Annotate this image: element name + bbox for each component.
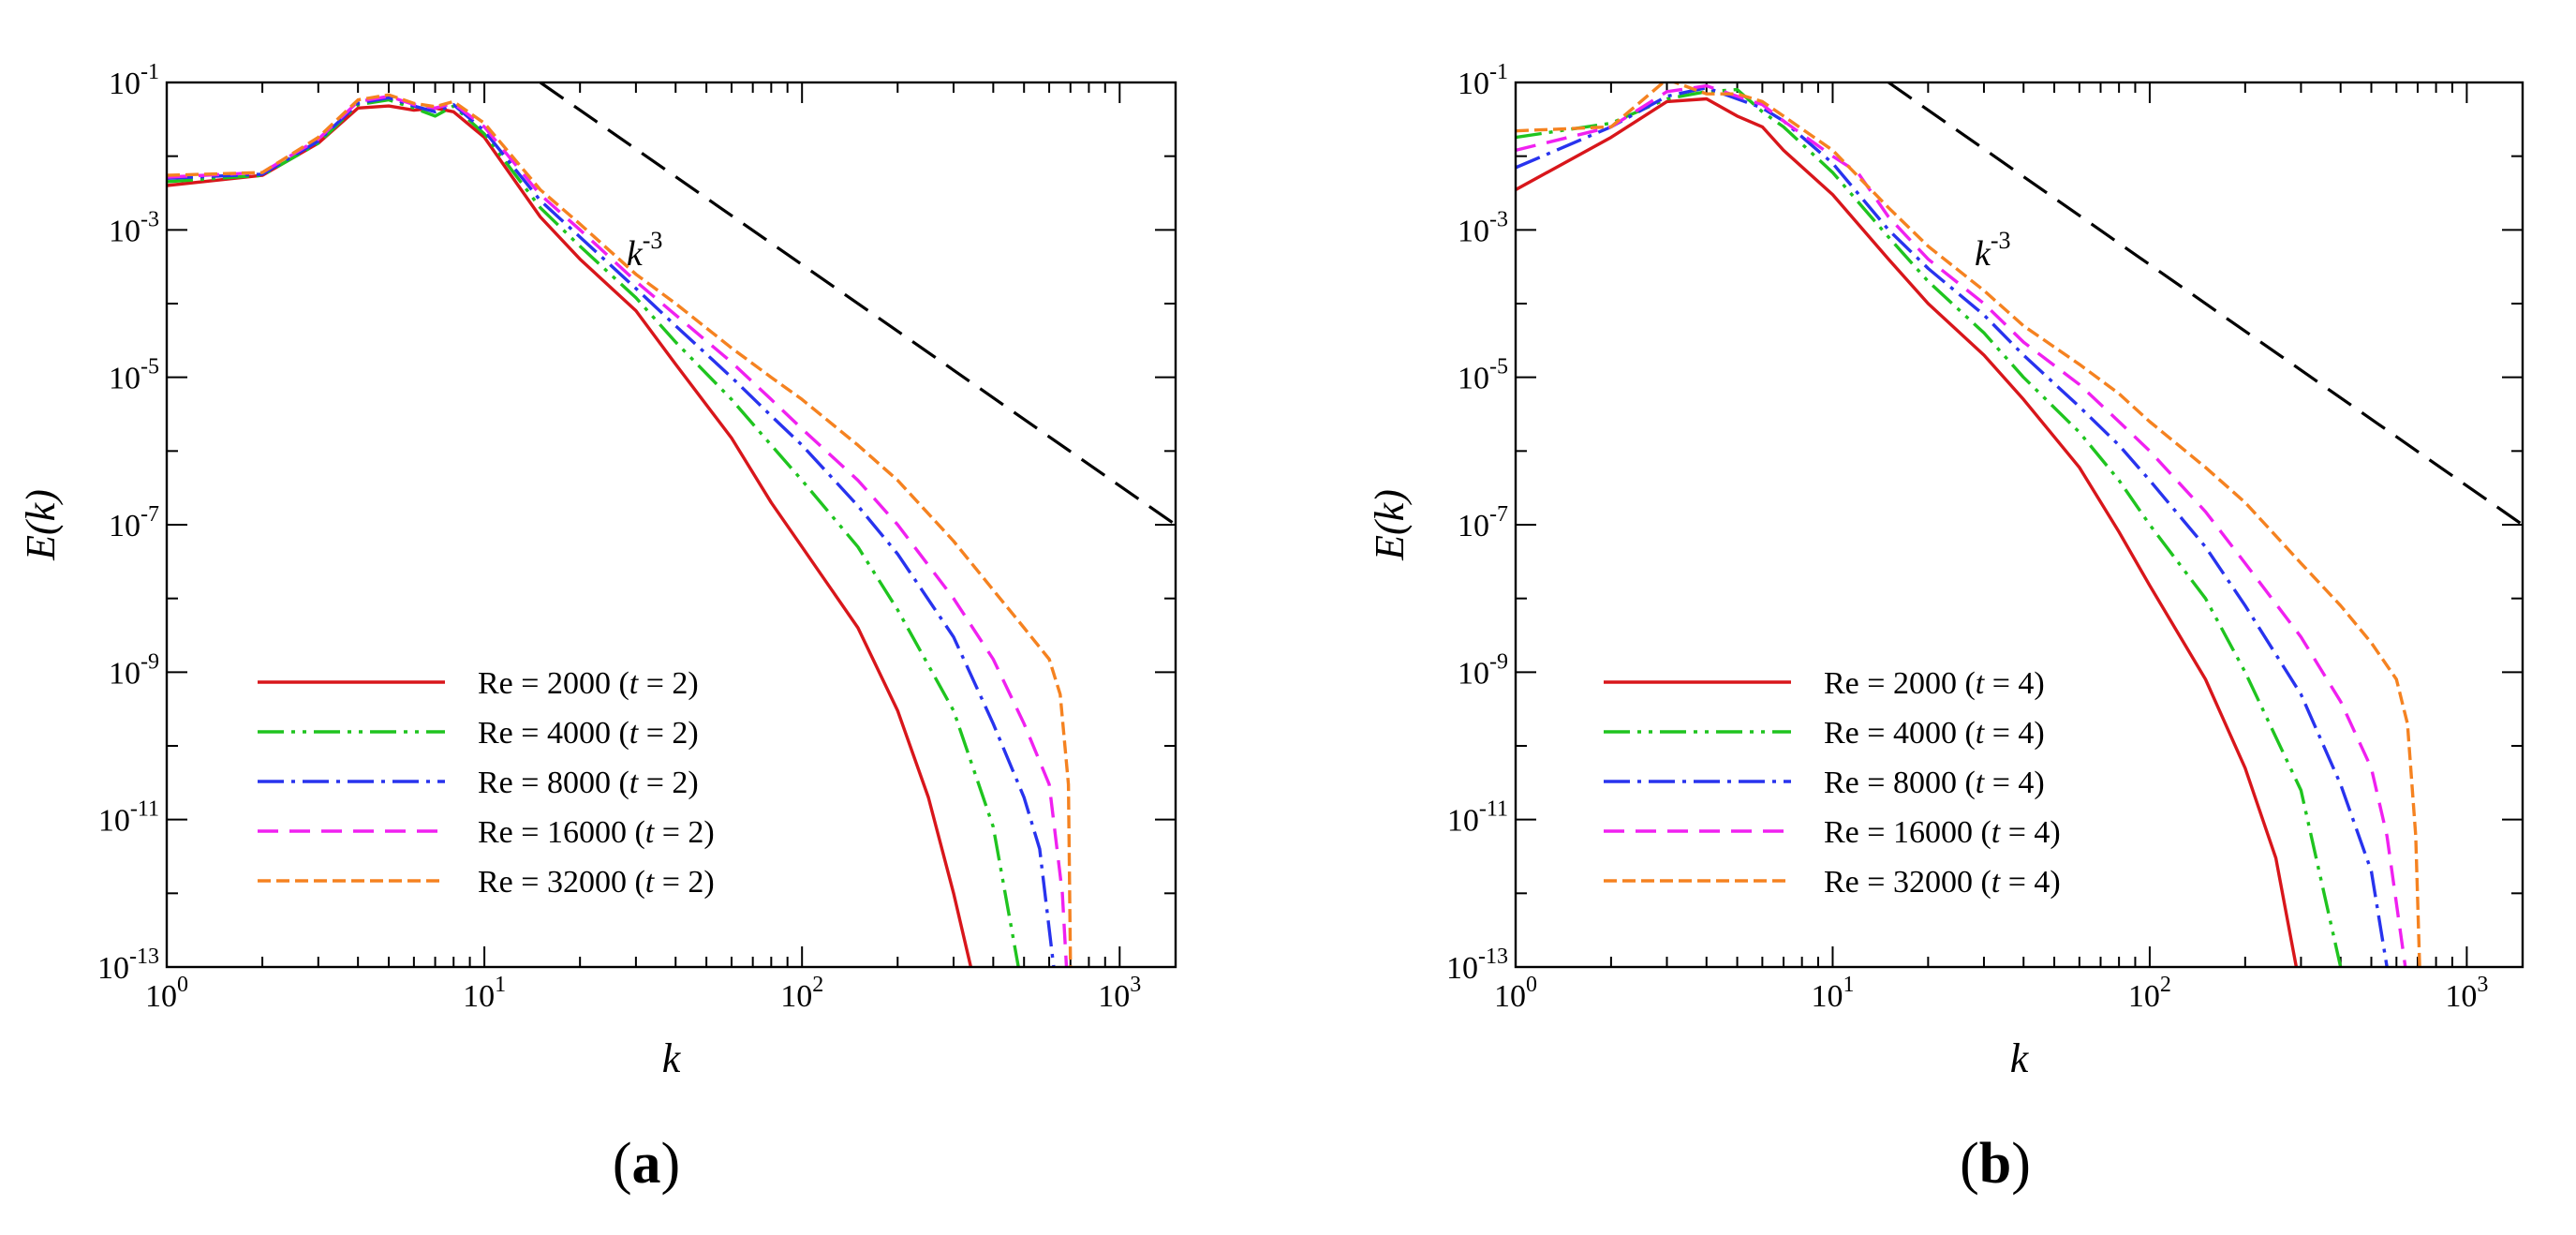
y-tick-label: 10-11 xyxy=(98,797,159,839)
reference-slope-label: k-3 xyxy=(1975,227,2011,274)
y-tick-label: 10-3 xyxy=(109,207,159,248)
y-tick-label: 10-13 xyxy=(97,945,159,986)
plot-frame xyxy=(165,81,1177,969)
legend-label: Re = 16000 (t = 4) xyxy=(1824,815,2061,850)
x-tick-label: 100 xyxy=(1494,973,1537,1014)
panel-label: (a) xyxy=(613,1132,680,1196)
series-line-5 xyxy=(1516,82,2421,967)
y-tick-label: 10-13 xyxy=(1446,945,1508,986)
x-axis-title: k xyxy=(2010,1035,2030,1081)
y-tick-label: 10-7 xyxy=(109,502,159,543)
series-group xyxy=(167,93,1073,967)
x-tick-label: 101 xyxy=(463,973,506,1014)
x-axis-title: k xyxy=(662,1035,682,1081)
legend-label: Re = 16000 (t = 2) xyxy=(478,815,715,850)
y-tick-label: 10-11 xyxy=(1447,797,1508,839)
legend-label: Re = 32000 (t = 2) xyxy=(478,865,715,900)
series-group xyxy=(1516,82,2421,967)
y-tick-label: 10-3 xyxy=(1458,207,1508,248)
legend-label: Re = 4000 (t = 2) xyxy=(478,716,699,751)
chart-panel-a: k-3 100 101 102 103 10-1 10-3 10-5 10-7 10-9 10-11… xyxy=(18,60,1177,1196)
reference-slope-label: k-3 xyxy=(627,227,663,274)
legend-label: Re = 2000 (t = 4) xyxy=(1824,666,2045,701)
x-tick-label: 101 xyxy=(1811,973,1854,1014)
y-axis-title: E(k) xyxy=(1367,489,1413,561)
x-tick-label: 103 xyxy=(1098,973,1141,1014)
y-tick-label: 10-9 xyxy=(1458,649,1508,691)
legend-label: Re = 8000 (t = 2) xyxy=(478,766,699,800)
y-tick-label: 10-1 xyxy=(1458,60,1508,101)
plot-frame xyxy=(1514,81,2524,969)
y-tick-label: 10-7 xyxy=(1458,502,1508,543)
legend-label: Re = 2000 (t = 2) xyxy=(478,666,699,701)
legend-label: Re = 4000 (t = 4) xyxy=(1824,716,2045,751)
reference-slope-line xyxy=(539,82,1176,527)
legend: Re = 2000 (t = 4) Re = 4000 (t = 4) Re = 8… xyxy=(1604,666,2061,900)
axis-ticks xyxy=(166,82,1176,968)
x-tick-label: 103 xyxy=(2445,973,2488,1014)
chart-panel-b: k-3 100 101 102 103 10-1 10-3 10-5 10-7 10-9 10-11… xyxy=(1367,60,2524,1196)
y-tick-label: 10-5 xyxy=(109,355,159,396)
legend-label: Re = 32000 (t = 4) xyxy=(1824,865,2061,900)
panel-label: (b) xyxy=(1960,1132,2031,1196)
x-tick-label: 100 xyxy=(145,973,188,1014)
reference-slope-line xyxy=(1888,82,2523,527)
x-tick-label: 102 xyxy=(780,973,823,1014)
legend: Re = 2000 (t = 2) Re = 4000 (t = 2) Re = 8… xyxy=(258,666,715,900)
series-line-2 xyxy=(1516,87,2343,967)
y-tick-label: 10-5 xyxy=(1458,355,1508,396)
y-tick-label: 10-1 xyxy=(109,60,159,101)
series-line-4 xyxy=(167,94,1069,967)
series-line-1 xyxy=(1516,97,2299,967)
legend-label: Re = 8000 (t = 4) xyxy=(1824,766,2045,800)
y-tick-label: 10-9 xyxy=(109,649,159,691)
y-axis-title: E(k) xyxy=(18,489,64,561)
series-line-5 xyxy=(167,93,1073,967)
x-tick-label: 102 xyxy=(2128,973,2171,1014)
series-line-1 xyxy=(167,104,973,967)
